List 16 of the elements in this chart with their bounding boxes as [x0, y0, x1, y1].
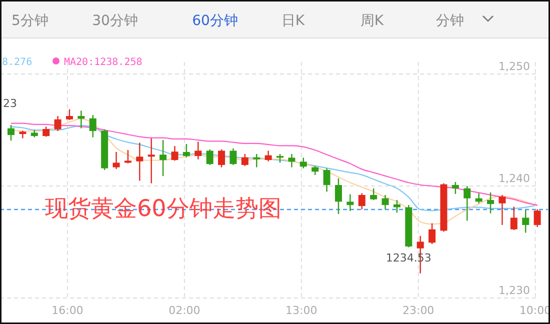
text: 60分钟 — [192, 13, 238, 29]
text: 8.276 — [2, 57, 32, 68]
x-tick-label: 13:00 — [286, 304, 318, 317]
y-tick-label: 1,250 — [498, 60, 530, 73]
x-tick-label: 02:00 — [168, 304, 200, 317]
legend-label: MA20:1238.258 — [64, 57, 142, 68]
y-tick-label: 1,240 — [498, 172, 530, 185]
text: 周K — [360, 13, 384, 29]
x-tick-label: 23:00 — [402, 304, 434, 317]
text: 日K — [281, 13, 306, 29]
annotation: 23 — [3, 97, 17, 110]
text: 30分钟 — [92, 13, 138, 29]
x-tick-label: 16:00 — [52, 304, 84, 317]
text: 分钟 — [436, 13, 464, 29]
text: 5分钟 — [12, 13, 48, 29]
y-tick-label: 1,230 — [498, 284, 530, 297]
